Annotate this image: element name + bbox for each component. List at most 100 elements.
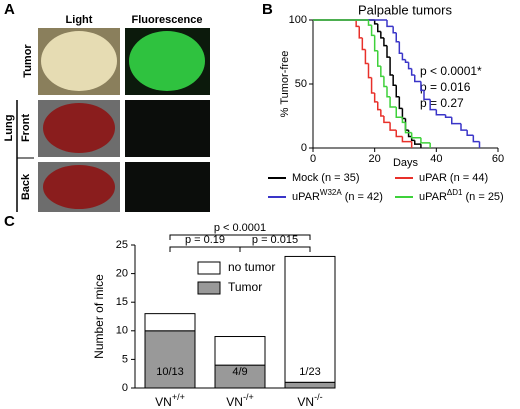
legend-swatch (197, 281, 221, 295)
survival-step (401, 108, 406, 120)
lung-shape (43, 165, 115, 209)
y-tick-label: 5 (122, 353, 128, 365)
y-axis-label: Number of mice (92, 274, 106, 359)
row-label: Back (20, 173, 32, 200)
survival-step (395, 130, 403, 138)
category-name: VN (155, 395, 172, 409)
survival-step (410, 68, 415, 76)
category-superscript: -/- (314, 392, 323, 402)
survival-step (410, 132, 421, 139)
significance-label: p = 0.015 (252, 234, 298, 246)
survival-step (401, 136, 412, 143)
survival-step (389, 122, 397, 131)
significance-bracket (169, 246, 241, 252)
survival-step (355, 20, 360, 28)
survival-step (361, 37, 366, 51)
survival-step (404, 59, 409, 63)
survival-step (395, 85, 400, 98)
survival-step (460, 123, 468, 131)
survival-step (383, 76, 387, 88)
survival-step (377, 101, 381, 111)
y-tick-label: 25 (116, 239, 128, 251)
survival-step (414, 140, 421, 145)
survival-step (367, 20, 372, 26)
row-label: Tumor (22, 44, 34, 78)
survival-step (414, 75, 421, 83)
survival-step (380, 31, 384, 39)
bar-segment (144, 313, 196, 332)
legend-n: (n = 42) (345, 191, 383, 203)
legend-name: Mock (292, 172, 319, 184)
x-tick-label: VN-/+ (226, 392, 253, 409)
tumor-fluor-shape (129, 31, 205, 91)
y-axis-label: % Tumor-free (279, 51, 291, 118)
y-tick-label: 0 (122, 382, 128, 394)
x-tick-label: VN-/- (297, 392, 322, 409)
survival-step (398, 96, 403, 110)
x-axis-label: Days (393, 157, 419, 169)
survival-step (398, 41, 403, 55)
survival-step (423, 90, 431, 101)
x-tick-label: 60 (492, 153, 504, 165)
legend-name: uPAR (292, 191, 320, 203)
survival-step (377, 50, 381, 67)
survival-step (389, 96, 397, 108)
y-tick-label: 100 (289, 14, 307, 26)
p-value: p = 0.27 (420, 96, 464, 110)
survival-step (401, 117, 406, 124)
row-label: Front (20, 114, 32, 142)
y-tick-label: 10 (116, 325, 128, 337)
legend-label: no tumor (228, 260, 275, 274)
lung-back-fluor (125, 162, 210, 212)
survival-step (407, 62, 412, 70)
legend-superscript: ΔD1 (447, 188, 463, 197)
survival-step (383, 116, 391, 124)
group-label: Lung (3, 115, 15, 142)
significance-bracket (239, 246, 311, 252)
legend-label: uPARW32A (n = 42) (292, 188, 383, 203)
y-tick-label: 50 (295, 78, 307, 90)
legend-label: uPARΔD1 (n = 25) (419, 188, 504, 203)
x-tick-label: 0 (310, 153, 316, 165)
survival-step (364, 49, 369, 65)
legend-swatch (197, 261, 221, 275)
bar-value-label: 4/9 (232, 366, 247, 378)
panel-label: C (4, 213, 15, 230)
category-superscript: -/+ (243, 392, 254, 402)
significance-label: p < 0.0001 (214, 222, 266, 234)
x-tick-label: 40 (430, 153, 442, 165)
survival-step (444, 114, 452, 119)
significance-label: p = 0.19 (185, 234, 225, 246)
legend-superscript: W32A (320, 188, 342, 197)
lung-front-fluor (125, 100, 210, 157)
survival-step (370, 25, 375, 37)
legend-label: uPAR (n = 44) (419, 172, 488, 184)
p-value: p = 0.016 (420, 80, 471, 94)
survival-step (429, 99, 437, 111)
panel-label: A (4, 1, 15, 18)
survival-step (435, 109, 446, 116)
category-superscript: +/+ (172, 392, 185, 402)
category-name: VN (226, 395, 243, 409)
column-label: Fluorescence (132, 14, 203, 26)
survival-step (401, 53, 406, 61)
bar-value-label: 10/13 (156, 366, 184, 378)
survival-step (395, 32, 400, 43)
survival-step (380, 109, 384, 117)
survival-step (358, 26, 363, 39)
survival-step (395, 107, 403, 119)
x-tick-label: VN+/+ (155, 392, 185, 409)
significance-bracket (169, 234, 311, 240)
survival-step (373, 92, 378, 103)
category-name: VN (297, 395, 314, 409)
survival-step (389, 57, 394, 76)
chart-title: Palpable tumors (358, 2, 452, 17)
survival-step (386, 86, 391, 98)
survival-step (392, 26, 397, 34)
survival-step (373, 20, 378, 25)
survival-step (451, 117, 461, 125)
survival-step (373, 35, 378, 52)
survival-step (377, 23, 381, 33)
survival-step (392, 75, 397, 87)
